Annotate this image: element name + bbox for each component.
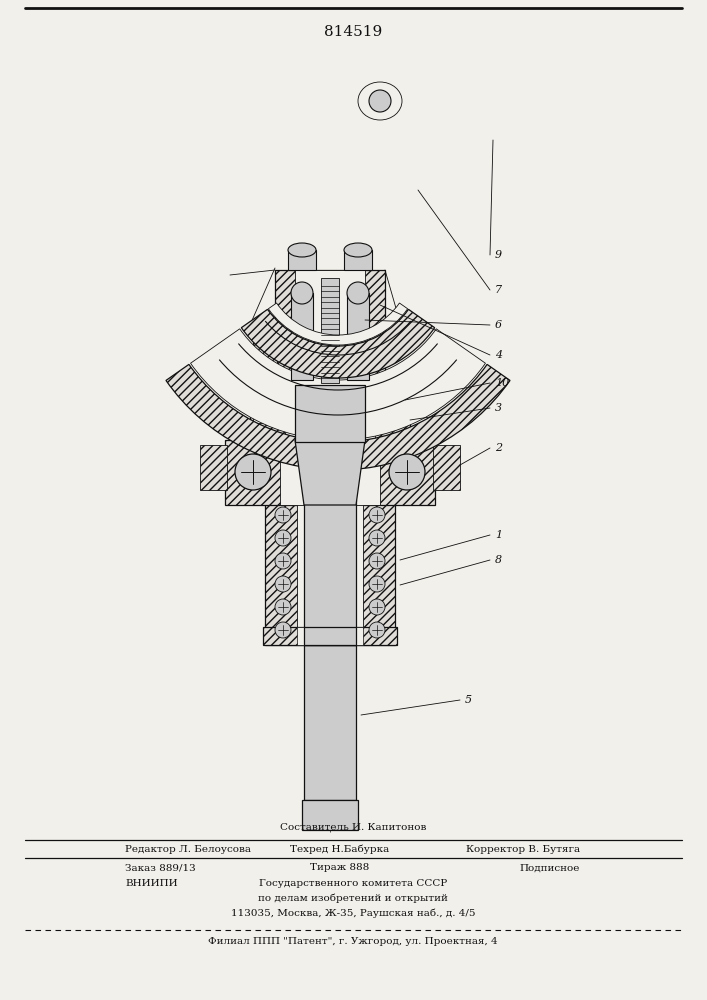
Circle shape — [275, 599, 291, 615]
Polygon shape — [265, 500, 395, 645]
Circle shape — [369, 553, 385, 569]
Text: 7: 7 — [495, 285, 502, 295]
Circle shape — [235, 454, 271, 490]
Text: Филиал ППП "Патент", г. Ужгород, ул. Проектная, 4: Филиал ППП "Патент", г. Ужгород, ул. Про… — [208, 938, 498, 946]
Text: Заказ 889/13: Заказ 889/13 — [125, 863, 196, 872]
Ellipse shape — [288, 243, 316, 257]
Text: 4: 4 — [495, 350, 502, 360]
Text: Государственного комитета СССР: Государственного комитета СССР — [259, 879, 447, 888]
Wedge shape — [166, 364, 510, 470]
Polygon shape — [297, 500, 363, 645]
Polygon shape — [321, 278, 339, 383]
Polygon shape — [304, 645, 356, 800]
Text: Техред Н.Бабурка: Техред Н.Бабурка — [291, 844, 390, 854]
Text: 9: 9 — [495, 250, 502, 260]
Wedge shape — [191, 329, 486, 440]
Text: по делам изобретений и открытий: по делам изобретений и открытий — [258, 893, 448, 903]
Polygon shape — [375, 393, 407, 423]
Text: Подписное: Подписное — [520, 863, 580, 872]
Polygon shape — [297, 627, 363, 645]
Polygon shape — [225, 440, 435, 505]
Polygon shape — [253, 393, 285, 423]
Text: 113035, Москва, Ж-35, Раушская наб., д. 4/5: 113035, Москва, Ж-35, Раушская наб., д. … — [230, 908, 475, 918]
Polygon shape — [285, 385, 375, 442]
Text: Корректор В. Бутяга: Корректор В. Бутяга — [466, 844, 580, 854]
Polygon shape — [295, 440, 365, 505]
Text: 5: 5 — [465, 695, 472, 705]
Circle shape — [275, 553, 291, 569]
Wedge shape — [269, 303, 408, 345]
Circle shape — [369, 576, 385, 592]
Ellipse shape — [358, 82, 402, 120]
Circle shape — [369, 507, 385, 523]
Wedge shape — [241, 309, 435, 378]
Ellipse shape — [344, 243, 372, 257]
Circle shape — [369, 599, 385, 615]
Polygon shape — [250, 385, 410, 442]
Circle shape — [275, 507, 291, 523]
Ellipse shape — [347, 282, 369, 304]
Text: 6: 6 — [495, 320, 502, 330]
Polygon shape — [275, 270, 385, 388]
Text: Редактор Л. Белоусова: Редактор Л. Белоусова — [125, 844, 251, 854]
Circle shape — [275, 530, 291, 546]
Circle shape — [369, 90, 391, 112]
Polygon shape — [263, 627, 397, 645]
Polygon shape — [304, 500, 356, 645]
Circle shape — [275, 622, 291, 638]
Polygon shape — [344, 250, 372, 270]
Text: ВНИИПИ: ВНИИПИ — [125, 879, 177, 888]
Text: Тираж 888: Тираж 888 — [310, 863, 370, 872]
Polygon shape — [200, 445, 227, 490]
Polygon shape — [302, 800, 358, 830]
Polygon shape — [253, 328, 277, 378]
Circle shape — [275, 576, 291, 592]
Polygon shape — [347, 293, 369, 380]
Text: Составитель И. Капитонов: Составитель И. Капитонов — [280, 824, 426, 832]
Polygon shape — [291, 293, 313, 380]
Polygon shape — [433, 445, 460, 490]
Text: 8: 8 — [495, 555, 502, 565]
Circle shape — [389, 454, 425, 490]
Polygon shape — [295, 270, 365, 388]
Text: 2: 2 — [495, 443, 502, 453]
Circle shape — [369, 530, 385, 546]
Ellipse shape — [291, 282, 313, 304]
Polygon shape — [304, 627, 356, 645]
Polygon shape — [280, 440, 380, 505]
Polygon shape — [295, 385, 365, 442]
Circle shape — [369, 622, 385, 638]
Polygon shape — [288, 250, 316, 270]
Text: 814519: 814519 — [324, 25, 382, 39]
Text: 3: 3 — [495, 403, 502, 413]
Text: 10: 10 — [495, 378, 509, 388]
Text: 1: 1 — [495, 530, 502, 540]
